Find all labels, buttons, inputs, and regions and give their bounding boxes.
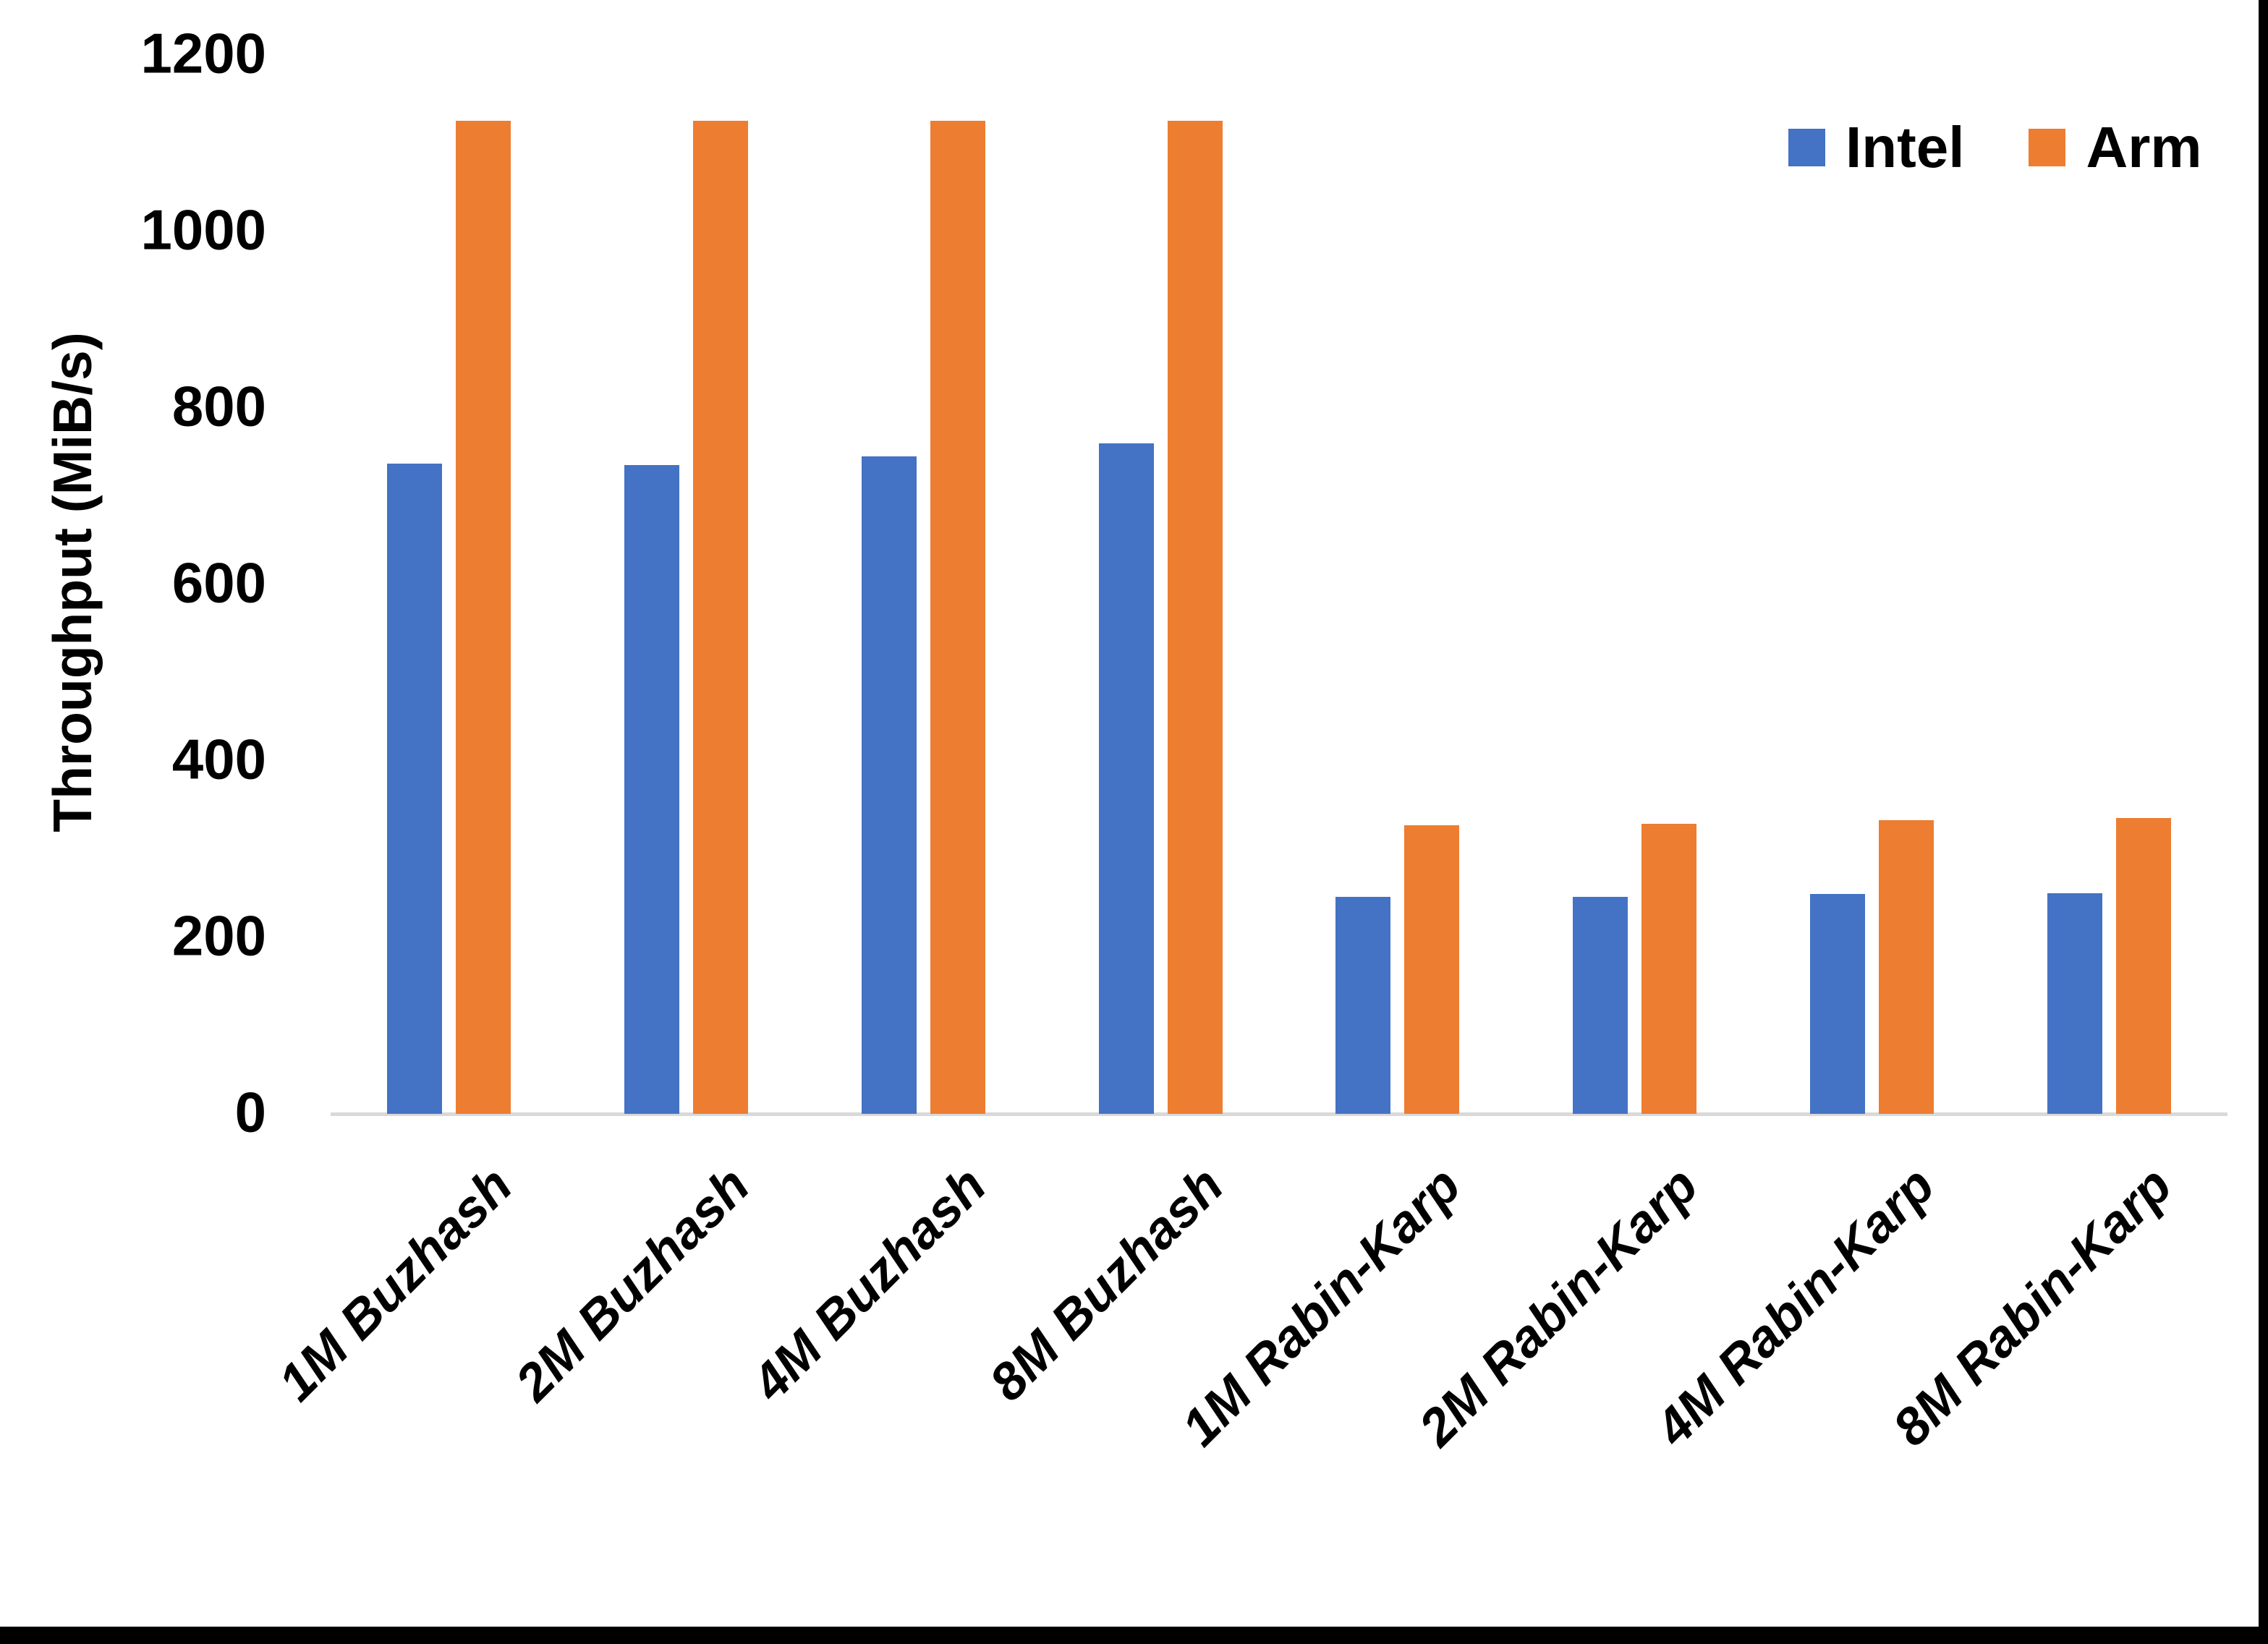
bar-intel-2m-rabin-karp (1573, 897, 1628, 1114)
bar-arm-8m-buzhash (1168, 121, 1223, 1114)
y-tick-label: 400 (171, 727, 266, 791)
y-tick-label: 1000 (140, 197, 266, 262)
legend-swatch-intel (1788, 129, 1825, 166)
bar-intel-8m-rabin-karp (2047, 893, 2102, 1114)
bar-intel-1m-buzhash (387, 464, 442, 1114)
bar-arm-2m-rabin-karp (1641, 824, 1696, 1114)
x-category-label: 2M Buzhash (504, 1156, 760, 1413)
bar-arm-2m-buzhash (693, 121, 748, 1114)
y-axis-title-text: Throughput (MiB/s) (42, 332, 103, 832)
bar-intel-2m-buzhash (624, 465, 679, 1114)
bar-intel-8m-buzhash (1099, 443, 1154, 1114)
y-tick-label: 800 (171, 374, 266, 438)
y-tick-label: 600 (171, 550, 266, 615)
bar-intel-4m-rabin-karp (1810, 894, 1865, 1114)
x-category-label: 4M Buzhash (742, 1156, 998, 1413)
bar-arm-4m-rabin-karp (1879, 820, 1934, 1114)
bar-intel-1m-rabin-karp (1335, 897, 1390, 1114)
bar-arm-1m-rabin-karp (1404, 825, 1459, 1114)
y-tick-label: 0 (234, 1080, 266, 1144)
window-border-bottom (0, 1627, 2268, 1644)
legend-swatch-arm (2029, 129, 2066, 166)
bar-arm-8m-rabin-karp (2116, 818, 2171, 1114)
x-category-label: 1M Buzhash (267, 1156, 524, 1413)
legend-label-intel: Intel (1846, 115, 1965, 179)
x-axis-line (331, 1112, 2227, 1116)
bar-arm-4m-buzhash (930, 121, 985, 1114)
legend: Intel Arm (1788, 119, 2202, 176)
bar-arm-1m-buzhash (456, 121, 511, 1114)
x-category-label: 8M Buzhash (978, 1156, 1235, 1413)
legend-label-arm: Arm (2086, 115, 2202, 179)
y-tick-label: 200 (171, 903, 266, 968)
legend-item-arm: Arm (2029, 115, 2202, 179)
legend-item-intel: Intel (1788, 119, 1964, 176)
window-border-right (2259, 0, 2268, 1644)
bar-intel-4m-buzhash (862, 456, 917, 1114)
y-tick-label: 1200 (140, 21, 266, 85)
